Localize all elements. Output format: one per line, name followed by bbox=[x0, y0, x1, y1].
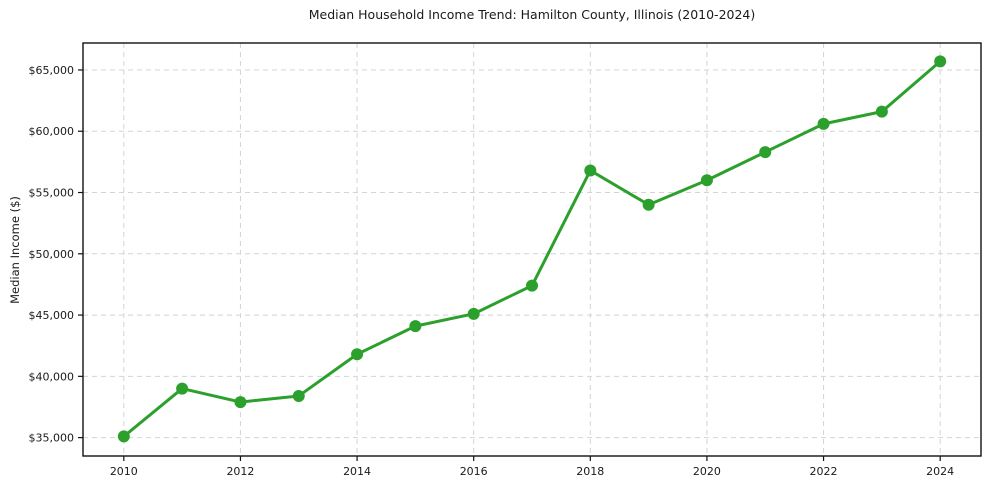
data-point-2023 bbox=[875, 105, 888, 118]
data-point-2021 bbox=[759, 146, 772, 159]
x-tick-label: 2024 bbox=[926, 465, 954, 478]
data-point-2017 bbox=[526, 279, 538, 292]
x-tick-label: 2022 bbox=[810, 465, 838, 478]
y-tick-label: $50,000 bbox=[29, 248, 75, 261]
data-point-2011 bbox=[176, 382, 189, 395]
data-point-2022 bbox=[817, 117, 830, 130]
data-point-2016 bbox=[467, 307, 480, 320]
data-point-2012 bbox=[234, 396, 247, 409]
data-point-2018 bbox=[584, 164, 597, 177]
x-tick-label: 2020 bbox=[693, 465, 721, 478]
x-tick-label: 2012 bbox=[226, 465, 254, 478]
chart-title: Median Household Income Trend: Hamilton … bbox=[308, 7, 756, 22]
data-point-2019 bbox=[642, 198, 655, 211]
data-point-2020 bbox=[700, 174, 713, 187]
income-trend-line bbox=[122, 59, 942, 438]
data-point-2015 bbox=[409, 320, 422, 333]
data-point-2010 bbox=[117, 430, 130, 443]
x-tick-label: 2018 bbox=[576, 465, 604, 478]
x-tick-label: 2016 bbox=[460, 465, 488, 478]
data-point-2014 bbox=[351, 348, 364, 361]
plot-frame bbox=[82, 42, 982, 457]
y-tick-label: $35,000 bbox=[29, 432, 75, 445]
x-tick-label: 2014 bbox=[343, 465, 371, 478]
y-tick-label: $60,000 bbox=[29, 125, 75, 138]
y-tick-label: $45,000 bbox=[29, 309, 75, 322]
data-point-2024 bbox=[934, 55, 947, 68]
x-tick-label: 2010 bbox=[110, 465, 138, 478]
y-tick-label: $55,000 bbox=[29, 187, 75, 200]
y-tick-label: $65,000 bbox=[29, 64, 75, 77]
data-point-2013 bbox=[292, 389, 305, 402]
y-tick-label: $40,000 bbox=[29, 370, 75, 383]
